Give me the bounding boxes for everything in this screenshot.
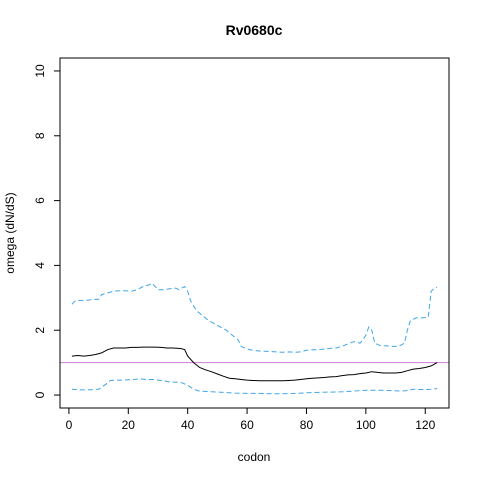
y-tick-label: 4 — [33, 262, 47, 269]
x-tick-label: 0 — [66, 418, 73, 432]
x-tick-label: 120 — [415, 418, 435, 432]
x-tick-label: 80 — [300, 418, 314, 432]
y-tick-label: 2 — [33, 327, 47, 334]
chart-title: Rv0680c — [226, 22, 283, 38]
y-tick-label: 10 — [33, 64, 47, 78]
x-tick-label: 100 — [356, 418, 376, 432]
series-line-estimate — [71, 346, 438, 382]
x-tick-label: 20 — [122, 418, 136, 432]
y-tick-label: 8 — [33, 132, 47, 139]
x-tick-label: 40 — [181, 418, 195, 432]
plot-frame — [59, 57, 450, 409]
y-tick-label: 6 — [33, 197, 47, 204]
y-tick-label: 0 — [33, 391, 47, 398]
x-tick-label: 60 — [240, 418, 254, 432]
y-axis-label: omega (dN/dS) — [3, 192, 17, 273]
series-line-lower-bound — [71, 378, 438, 395]
axes-layer: 0 20 40 60 80 100 120 0 2 4 6 8 10 — [33, 64, 436, 432]
x-axis-label: codon — [238, 450, 271, 464]
series-line-upper-bound — [71, 282, 438, 353]
series-layer — [71, 282, 438, 395]
